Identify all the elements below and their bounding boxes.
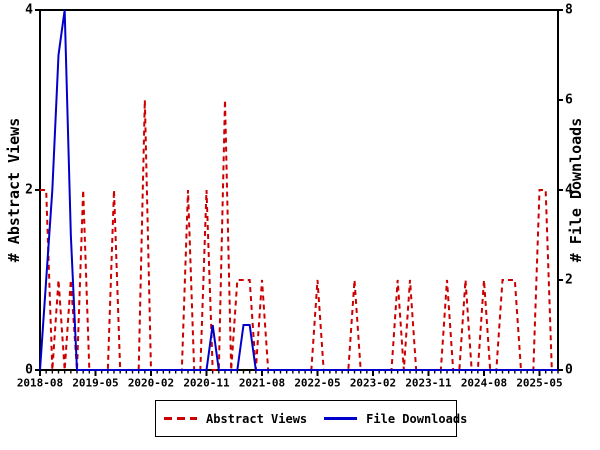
x-tick-label: 2022-05: [294, 377, 340, 390]
plot-frame: [39, 9, 559, 371]
legend-label-file-downloads: File Downloads: [366, 411, 468, 426]
legend: Abstract Views File Downloads: [155, 400, 467, 437]
y-right-tick-label: 6: [565, 93, 573, 108]
y-right-tick-label: 4: [565, 183, 573, 198]
left-axis-title: # Abstract Views: [5, 117, 23, 263]
legend-label-abstract-views: Abstract Views: [206, 411, 308, 426]
x-tick-label: 2021-08: [239, 377, 285, 390]
right-axis-title: # File Downloads: [567, 117, 585, 263]
abstract-views-line-sample: [164, 417, 197, 420]
x-tick-label: 2023-02: [350, 377, 396, 390]
x-tick-label: 2019-05: [72, 377, 118, 390]
x-tick-label: 2020-02: [128, 377, 174, 390]
y-left-tick-label: 2: [25, 183, 33, 198]
x-tick-label: 2025-05: [516, 377, 562, 390]
x-tick-label: 2020-11: [183, 377, 230, 390]
file-downloads-line: [39, 9, 558, 371]
x-tick-label: 2018-08: [17, 377, 63, 390]
y-right-tick-label: 8: [565, 3, 573, 18]
file-downloads-line-sample: [324, 417, 358, 420]
x-tick-label: 2023-11: [405, 377, 452, 390]
y-right-tick-label: 0: [565, 363, 573, 378]
x-tick-label: 2024-08: [461, 377, 507, 390]
y-right-tick-label: 2: [565, 273, 573, 288]
y-left-tick-label: 4: [25, 3, 33, 18]
abstract-views-line: [40, 99, 558, 371]
y-left-tick-label: 0: [25, 363, 33, 378]
